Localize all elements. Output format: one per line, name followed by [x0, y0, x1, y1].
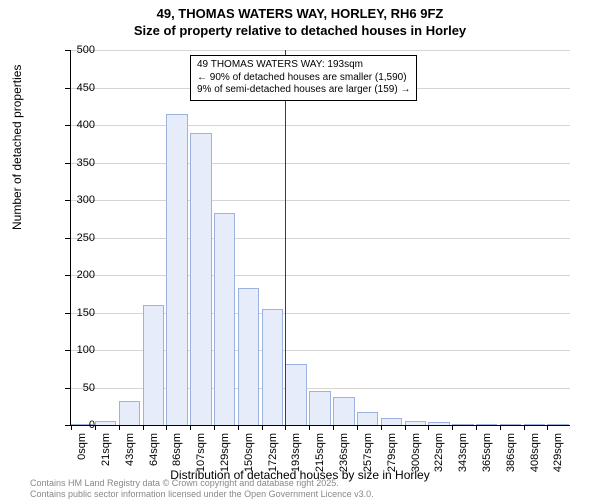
- grid-line: [70, 238, 570, 239]
- y-tick-label: 200: [65, 269, 95, 281]
- histogram-bar: [166, 114, 187, 425]
- x-tick-label: 408sqm: [529, 433, 541, 473]
- x-tick-label: 86sqm: [171, 433, 183, 473]
- y-tick-label: 500: [65, 44, 95, 56]
- x-tick-label: 215sqm: [314, 433, 326, 473]
- footer: Contains HM Land Registry data © Crown c…: [30, 478, 374, 500]
- x-tick-label: 172sqm: [267, 433, 279, 473]
- title-line1: 49, THOMAS WATERS WAY, HORLEY, RH6 9FZ: [0, 6, 600, 23]
- histogram-bar: [357, 412, 378, 426]
- y-tick-label: 450: [65, 82, 95, 94]
- x-tick-label: 279sqm: [386, 433, 398, 473]
- y-tick-label: 400: [65, 119, 95, 131]
- y-tick-label: 250: [65, 232, 95, 244]
- footer-line1: Contains HM Land Registry data © Crown c…: [30, 478, 374, 489]
- histogram-bar: [309, 391, 330, 425]
- x-tick-label: 236sqm: [338, 433, 350, 473]
- x-tick-label: 150sqm: [243, 433, 255, 473]
- grid-line: [70, 275, 570, 276]
- x-tick-label: 322sqm: [433, 433, 445, 473]
- grid-line: [70, 163, 570, 164]
- histogram-bar: [238, 288, 259, 425]
- plot-region: 49 THOMAS WATERS WAY: 193sqm← 90% of det…: [70, 50, 570, 425]
- x-tick-label: 343sqm: [457, 433, 469, 473]
- chart-area: 49 THOMAS WATERS WAY: 193sqm← 90% of det…: [70, 50, 570, 425]
- y-tick-label: 0: [65, 419, 95, 431]
- x-tick-label: 21sqm: [100, 433, 112, 473]
- x-tick-label: 257sqm: [362, 433, 374, 473]
- grid-line: [70, 125, 570, 126]
- y-tick-label: 50: [65, 382, 95, 394]
- y-axis-label: Number of detached properties: [10, 65, 24, 230]
- histogram-bar: [214, 213, 235, 425]
- histogram-bar: [119, 401, 140, 425]
- grid-line: [70, 50, 570, 51]
- histogram-bar: [190, 133, 211, 426]
- y-tick-label: 300: [65, 194, 95, 206]
- x-tick-label: 300sqm: [410, 433, 422, 473]
- y-tick-label: 100: [65, 344, 95, 356]
- annotation-box: 49 THOMAS WATERS WAY: 193sqm← 90% of det…: [190, 55, 417, 101]
- footer-line2: Contains public sector information licen…: [30, 489, 374, 500]
- histogram-bar: [285, 364, 306, 426]
- title-line2: Size of property relative to detached ho…: [0, 23, 600, 40]
- chart-title: 49, THOMAS WATERS WAY, HORLEY, RH6 9FZ S…: [0, 0, 600, 40]
- histogram-bar: [143, 305, 164, 425]
- x-tick-label: 0sqm: [76, 433, 88, 473]
- grid-line: [70, 200, 570, 201]
- histogram-bar: [333, 397, 354, 426]
- annotation-line: 49 THOMAS WATERS WAY: 193sqm: [197, 59, 410, 72]
- x-axis-line: [70, 425, 570, 426]
- histogram-bar: [381, 418, 402, 426]
- x-tick-label: 386sqm: [505, 433, 517, 473]
- annotation-line: 9% of semi-detached houses are larger (1…: [197, 84, 410, 97]
- x-tick-label: 43sqm: [124, 433, 136, 473]
- marker-line: [285, 50, 286, 425]
- annotation-line: ← 90% of detached houses are smaller (1,…: [197, 72, 410, 85]
- histogram-bar: [262, 309, 283, 425]
- x-tick-label: 107sqm: [195, 433, 207, 473]
- x-tick-label: 193sqm: [290, 433, 302, 473]
- x-tick-label: 64sqm: [148, 433, 160, 473]
- x-tick-label: 429sqm: [552, 433, 564, 473]
- y-tick-label: 150: [65, 307, 95, 319]
- x-tick-label: 129sqm: [219, 433, 231, 473]
- x-tick-label: 365sqm: [481, 433, 493, 473]
- y-tick-label: 350: [65, 157, 95, 169]
